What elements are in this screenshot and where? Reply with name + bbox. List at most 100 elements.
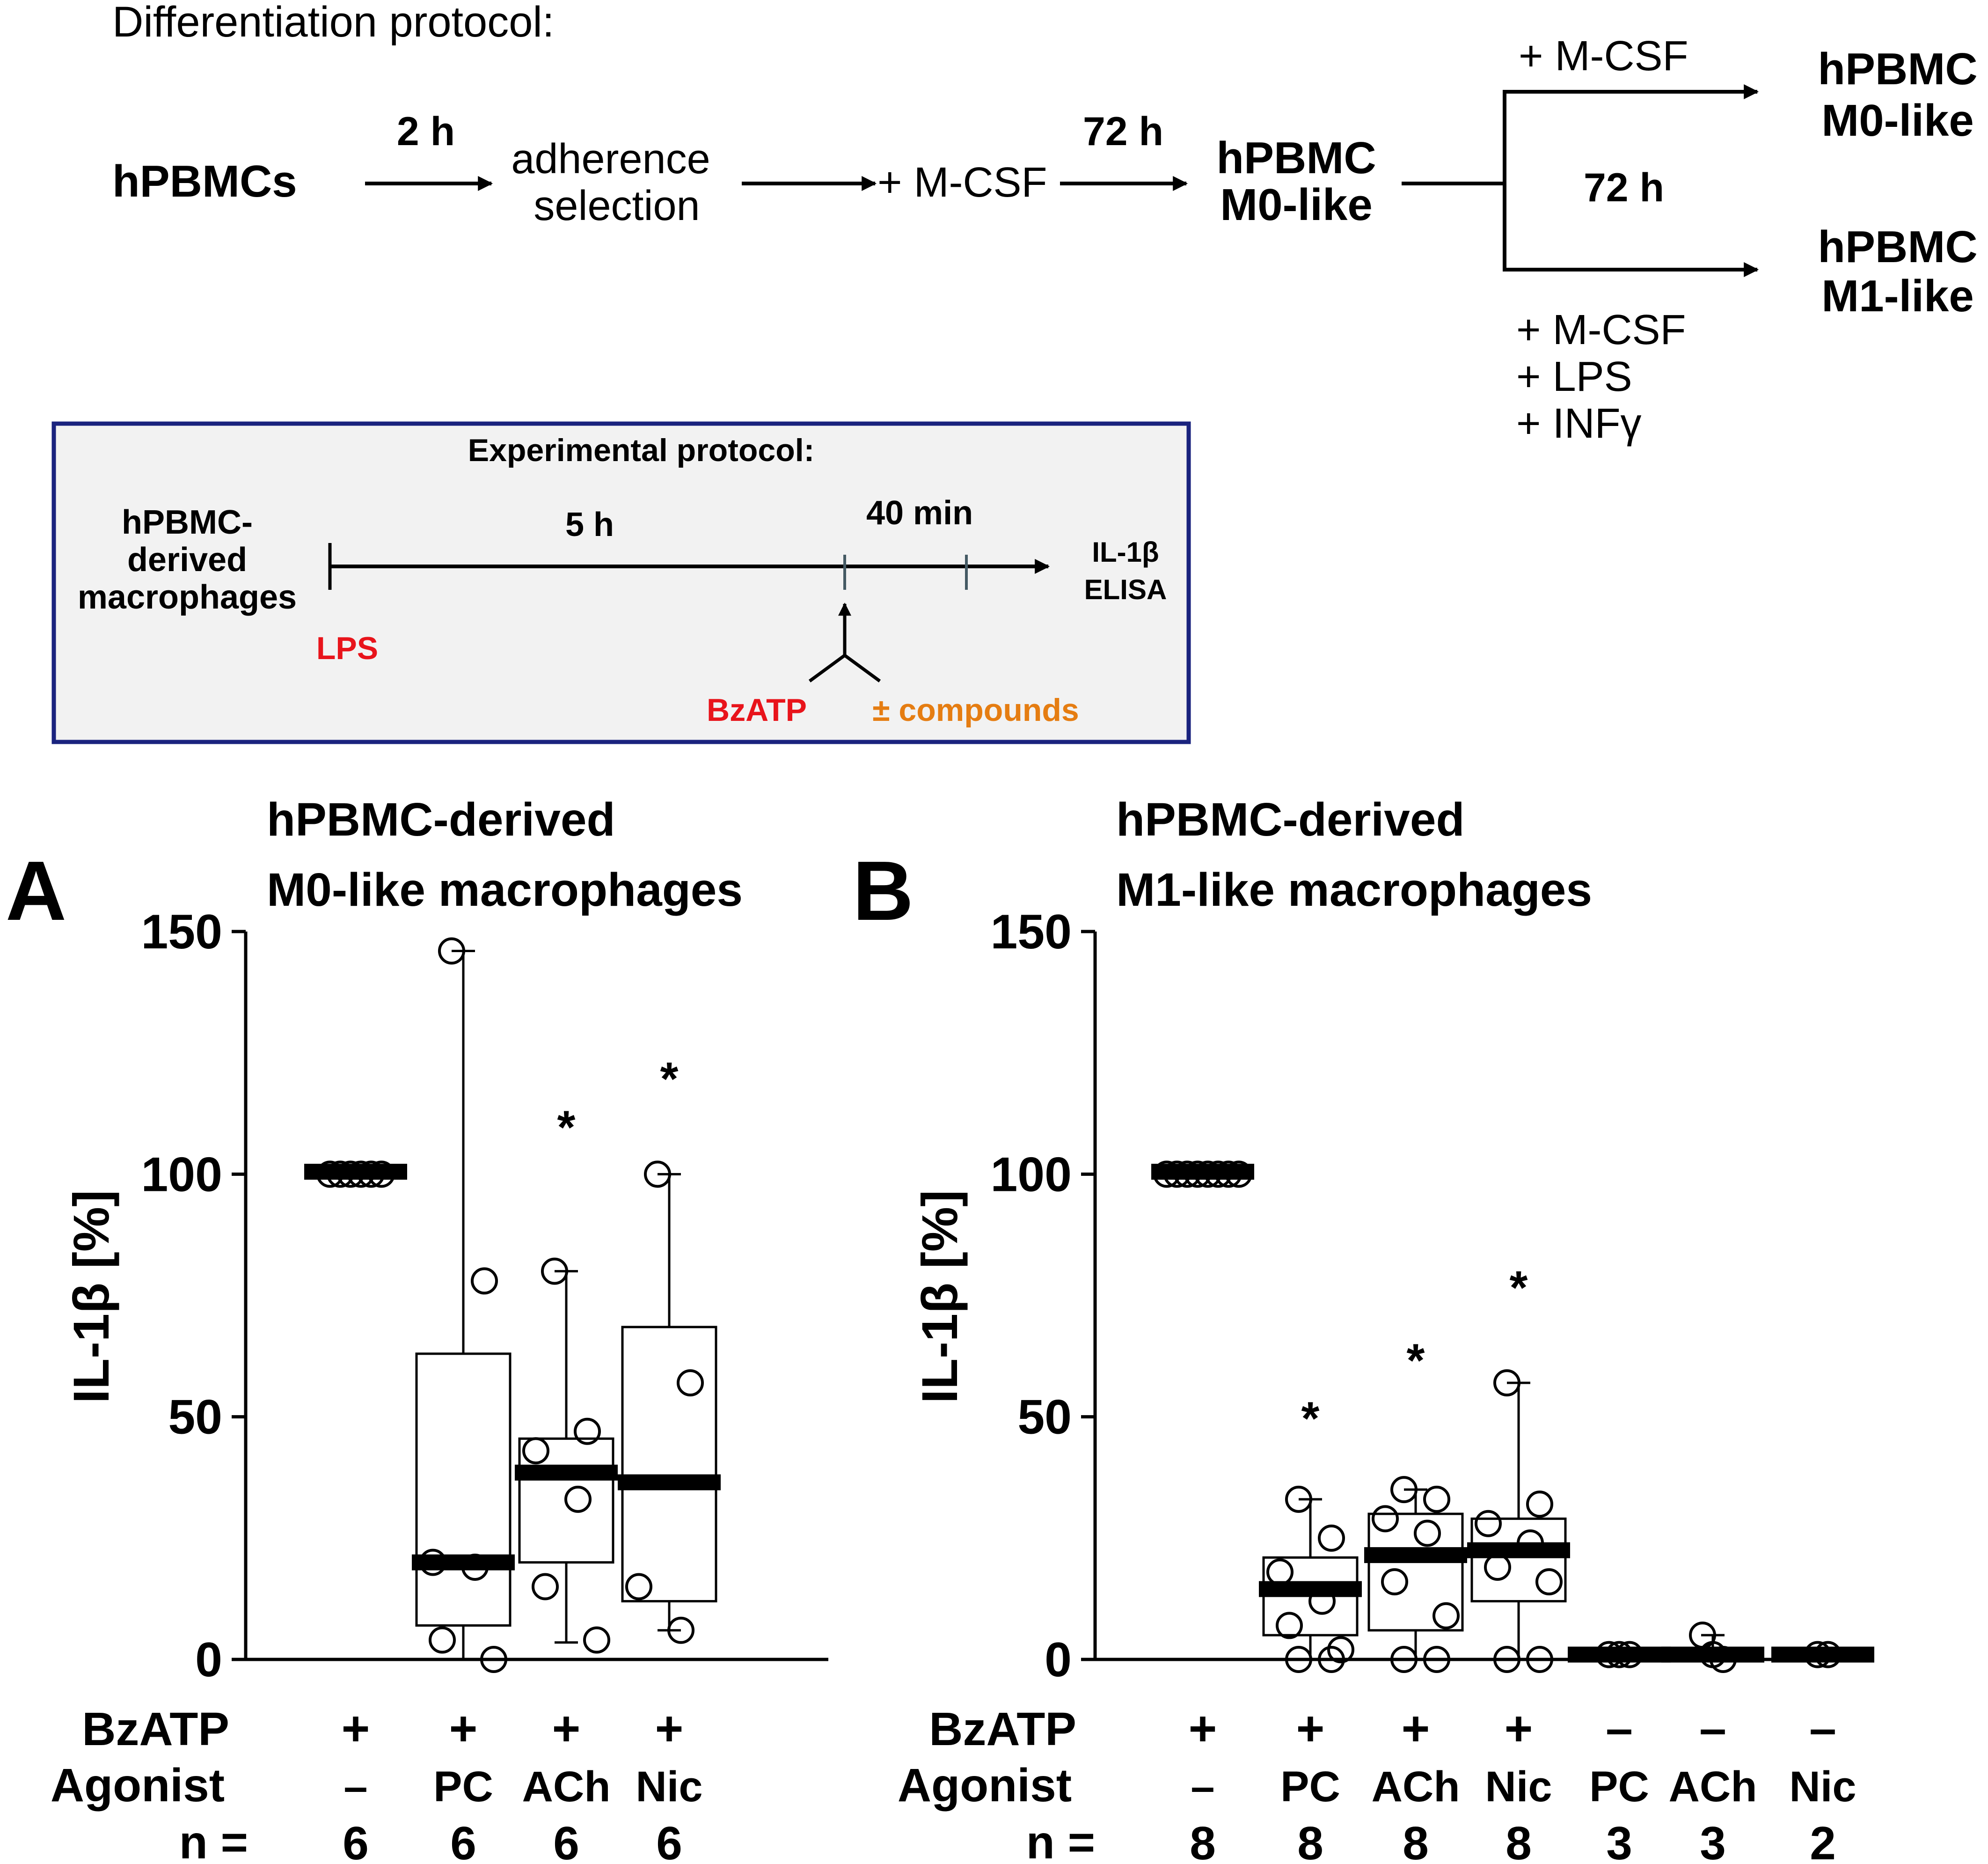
panel-b-title-line1: hPBMC-derived (1116, 793, 1465, 846)
panel-b: B hPBMC-derived M1-like macrophages IL-1… (853, 793, 1874, 1864)
y-tick-label: 0 (1045, 1633, 1072, 1687)
data-point (1205, 1160, 1232, 1188)
y-tick-label: 0 (195, 1633, 222, 1687)
agonist-label: PC (433, 1763, 493, 1811)
n-value: 3 (1700, 1817, 1726, 1864)
step1-time: 2 h (397, 109, 455, 154)
adherence-line1: adherence (511, 136, 710, 183)
agonist-label: ACh (1371, 1763, 1460, 1811)
box (415, 1352, 512, 1627)
data-point (1526, 1646, 1553, 1673)
lower-treatment-3: + INFγ (1516, 400, 1642, 447)
data-point (1184, 1160, 1211, 1188)
data-point (1225, 1160, 1252, 1188)
lower-result-line2: M1-like (1821, 271, 1973, 321)
data-point (1390, 1476, 1418, 1504)
bzatp-sign: + (342, 1702, 370, 1756)
agonist-label: ACh (1668, 1763, 1757, 1811)
readout-line2: ELISA (1084, 574, 1167, 605)
data-point (1535, 1568, 1563, 1596)
source-line2: derived (127, 541, 247, 579)
box (1367, 1512, 1464, 1632)
data-point (522, 1437, 549, 1465)
data-point (1423, 1485, 1450, 1513)
n-value: 6 (553, 1817, 579, 1864)
data-point (438, 937, 465, 965)
duration1: 5 h (565, 506, 614, 543)
n-value: 6 (450, 1817, 476, 1864)
data-point (1308, 1587, 1336, 1615)
data-point (564, 1485, 592, 1513)
mcsf-label: + M-CSF (877, 159, 1047, 206)
data-point (625, 1573, 652, 1600)
upper-result-line2: M0-like (1821, 95, 1973, 146)
upper-result-line1: hPBMC (1818, 44, 1977, 94)
agonist-label: Nic (1789, 1763, 1856, 1811)
data-point (1517, 1529, 1544, 1557)
panel-a-y-label: IL-1β [%] (63, 1190, 119, 1403)
data-point (1372, 1505, 1399, 1533)
lower-treatment-2: + LPS (1516, 353, 1632, 400)
panel-b-row-label-agonist: Agonist (898, 1759, 1072, 1812)
data-point (1285, 1646, 1312, 1673)
data-point (532, 1573, 559, 1600)
data-point (541, 1257, 568, 1285)
data-point (1276, 1612, 1303, 1639)
n-value: 8 (1297, 1817, 1323, 1864)
data-point (574, 1417, 601, 1445)
data-point (1493, 1369, 1520, 1397)
significance-star: * (1407, 1334, 1425, 1387)
bzatp-sign: + (1505, 1702, 1533, 1756)
panel-b-marks: * * * (1151, 1160, 1874, 1673)
bzatp-sign: + (552, 1702, 581, 1756)
n-value: 2 (1810, 1817, 1836, 1864)
data-point (583, 1626, 610, 1654)
data-point (1215, 1160, 1242, 1188)
data-point (327, 1160, 354, 1188)
agonist-label: PC (1589, 1763, 1649, 1811)
n-value: 8 (1506, 1817, 1532, 1864)
data-point (1381, 1568, 1408, 1596)
data-point (1414, 1519, 1441, 1547)
data-point (1390, 1646, 1418, 1673)
experimental-frame (51, 421, 1191, 744)
data-point (1526, 1490, 1553, 1518)
data-point (1710, 1646, 1737, 1673)
n-value: 6 (656, 1817, 682, 1864)
data-point (677, 1369, 704, 1397)
median-bar (1771, 1646, 1874, 1663)
panel-a-group-labels: + – 6 + PC 6 + ACh 6 + Nic 6 (342, 1702, 703, 1864)
y-tick-label: 50 (168, 1390, 222, 1445)
data-point (1194, 1160, 1221, 1188)
data-point (1174, 1160, 1201, 1188)
step2-time: 72 h (1083, 109, 1163, 154)
data-point (480, 1646, 507, 1673)
data-point (1163, 1160, 1191, 1188)
data-point (461, 1554, 489, 1581)
source-line3: macrophages (78, 579, 297, 616)
bzatp-sign: + (1402, 1702, 1430, 1756)
data-point (358, 1160, 385, 1188)
panel-a-axis: 0 50 100 150 (141, 905, 828, 1687)
panel-a-row-label-bzatp: BzATP (82, 1703, 229, 1755)
data-point (1804, 1641, 1831, 1668)
bzatp-sign: + (655, 1702, 684, 1756)
panel-letter-a: A (6, 844, 66, 938)
data-point (471, 1267, 498, 1295)
compounds-application: ± compounds (872, 692, 1079, 728)
data-point (667, 1616, 694, 1644)
data-point (1153, 1160, 1180, 1188)
panel-b-row-label-bzatp: BzATP (929, 1703, 1076, 1755)
significance-star: * (1510, 1262, 1528, 1314)
m0-line1: hPBMC (1216, 133, 1376, 183)
panel-a-title-line1: hPBMC-derived (267, 793, 615, 846)
panel-a: A hPBMC-derived M0-like macrophages IL-1… (6, 793, 828, 1864)
median-bar (618, 1474, 721, 1490)
data-point (419, 1548, 446, 1576)
panel-a-row-label-n: n = (179, 1816, 248, 1864)
lower-result-line1: hPBMC (1818, 222, 1977, 272)
data-point (347, 1160, 374, 1188)
start-label: hPBMCs (112, 156, 297, 206)
